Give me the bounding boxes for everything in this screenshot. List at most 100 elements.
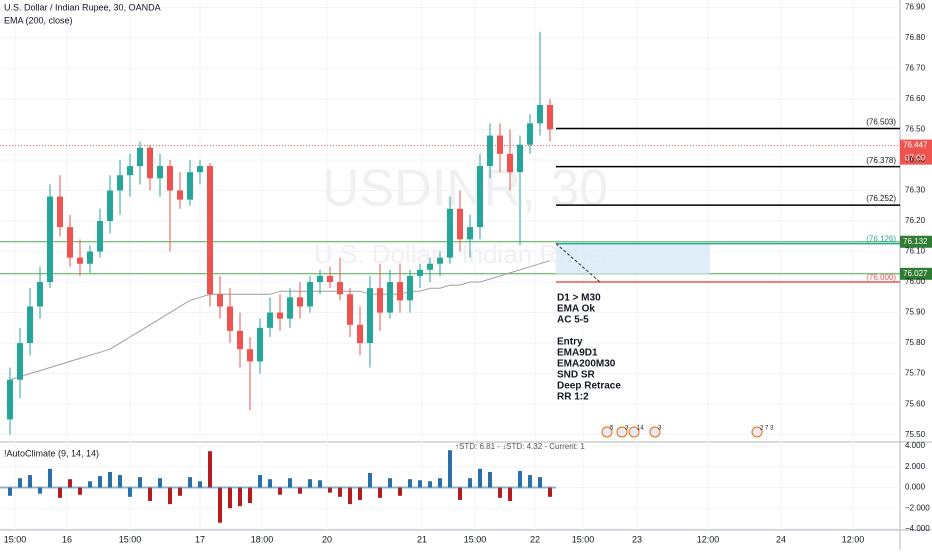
event-label: 5 (610, 426, 614, 432)
candle-body (257, 327, 263, 362)
candle-body (427, 263, 433, 270)
note-line: Deep Retrace (557, 381, 621, 392)
event-label: 14 (637, 426, 644, 432)
y-tick-label: 76.80 (905, 33, 926, 42)
candle-body (207, 166, 213, 295)
oscillator-bar (58, 487, 62, 498)
candle-body (87, 251, 93, 264)
y-tick-label: 76.10 (905, 247, 926, 256)
oscillator-bar (68, 479, 72, 488)
oscillator-bar (28, 475, 32, 488)
oscillator-bar (338, 487, 342, 497)
note-line: SND SR (557, 370, 596, 381)
oscillator-bar (98, 476, 102, 488)
zone-tag (900, 267, 932, 280)
candle-body (197, 166, 203, 173)
candle-body (357, 324, 363, 344)
event-icon (649, 426, 661, 438)
y-tick-label: 76.50 (905, 125, 926, 134)
candle-body (217, 294, 223, 307)
oscillator-bar (188, 477, 192, 488)
level-label: (76.378) (866, 156, 896, 165)
candle-body (67, 227, 73, 258)
event-icon (601, 426, 613, 438)
oscillator-bar (428, 481, 432, 488)
candle-body (367, 288, 373, 344)
candle-body (457, 208, 463, 240)
oscillator-bar (548, 487, 552, 497)
time-label: 23 (632, 534, 642, 544)
candle-body (167, 166, 173, 191)
candle-body (117, 175, 123, 191)
note-line: D1 > M30 (557, 293, 601, 304)
candle-body (287, 297, 293, 319)
oscillator-bar (398, 487, 402, 496)
y-tick-label: 75.70 (905, 369, 926, 378)
oscillator-bar (488, 471, 492, 488)
level-label: (76.503) (866, 118, 896, 127)
candle-body (247, 349, 253, 362)
candle-body (437, 257, 443, 264)
time-label: 21 (417, 534, 427, 544)
oscillator-bar (108, 471, 112, 488)
oscillator-bar (468, 478, 472, 488)
candle-body (487, 135, 493, 167)
event-icon (616, 426, 628, 438)
event-label: 3 (658, 426, 662, 432)
oscillator-bar (18, 478, 22, 488)
candle-body (107, 190, 113, 221)
candle-body (317, 275, 323, 283)
candle-body (507, 153, 513, 173)
y-tick-label: 76.40 (905, 155, 926, 164)
note-line: EMA200M30 (557, 359, 616, 370)
candle-body (547, 105, 553, 130)
time-label: 15:00 (4, 534, 27, 544)
oscillator-bar (248, 487, 252, 504)
oscillator-bar (48, 468, 52, 488)
oscillator-bar (298, 487, 302, 494)
y-tick-label: 75.90 (905, 308, 926, 317)
candle-body (327, 275, 333, 283)
candle-body (157, 166, 163, 179)
candle-body (7, 379, 13, 420)
candle-body (407, 275, 413, 301)
countdown-label: 07:00 (905, 154, 926, 163)
oscillator-bar (288, 478, 292, 488)
oscillator-bar (138, 477, 142, 488)
entry-label: (76.126) (866, 235, 896, 244)
candle-body (337, 282, 343, 295)
oscillator-bar (348, 487, 352, 505)
time-label: 16 (62, 534, 72, 544)
indicator-label: EMA (200, close) (4, 15, 73, 25)
candle-body (237, 330, 243, 350)
event-icon (751, 426, 763, 438)
candle-body (17, 343, 23, 380)
y-tick-label: 75.50 (905, 430, 926, 439)
osc-tick-label: −2.000 (905, 503, 930, 512)
oscillator-bar (418, 480, 422, 488)
time-label: 24 (776, 534, 786, 544)
event-icon (628, 426, 640, 438)
oscillator-bar (158, 478, 162, 488)
candle-body (177, 190, 183, 200)
candle-body (467, 227, 473, 240)
candle-body (477, 166, 483, 228)
oscillator-bar (148, 487, 152, 501)
note-line: RR 1:2 (557, 392, 589, 403)
time-label: 15:00 (119, 534, 142, 544)
candle-body (187, 172, 193, 200)
time-label: 15:00 (464, 534, 487, 544)
oscillator-bar (78, 487, 82, 495)
oscillator-bar (8, 487, 12, 496)
zone-tag (900, 235, 932, 248)
y-tick-label: 76.90 (905, 2, 926, 11)
candle-body (527, 123, 533, 145)
oscillator-bar (528, 475, 532, 488)
oscillator-bar (318, 480, 322, 488)
candle-body (387, 282, 393, 313)
oscillator-bar (458, 487, 462, 500)
watermark: USDINR, 30 (322, 160, 608, 218)
y-tick-label: 76.70 (905, 63, 926, 72)
